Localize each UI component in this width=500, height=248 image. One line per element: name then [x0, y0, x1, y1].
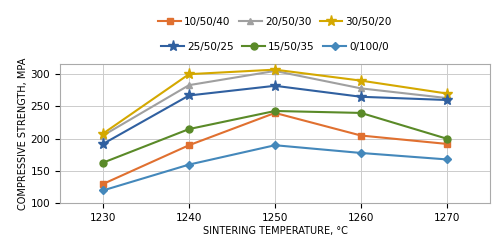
X-axis label: SINTERING TEMPERATURE, °C: SINTERING TEMPERATURE, °C — [202, 226, 348, 236]
Y-axis label: COMPRESSIVE STRENGTH, MPA: COMPRESSIVE STRENGTH, MPA — [18, 58, 28, 210]
Legend: 25/50/25, 15/50/35, 0/100/0: 25/50/25, 15/50/35, 0/100/0 — [161, 42, 389, 52]
